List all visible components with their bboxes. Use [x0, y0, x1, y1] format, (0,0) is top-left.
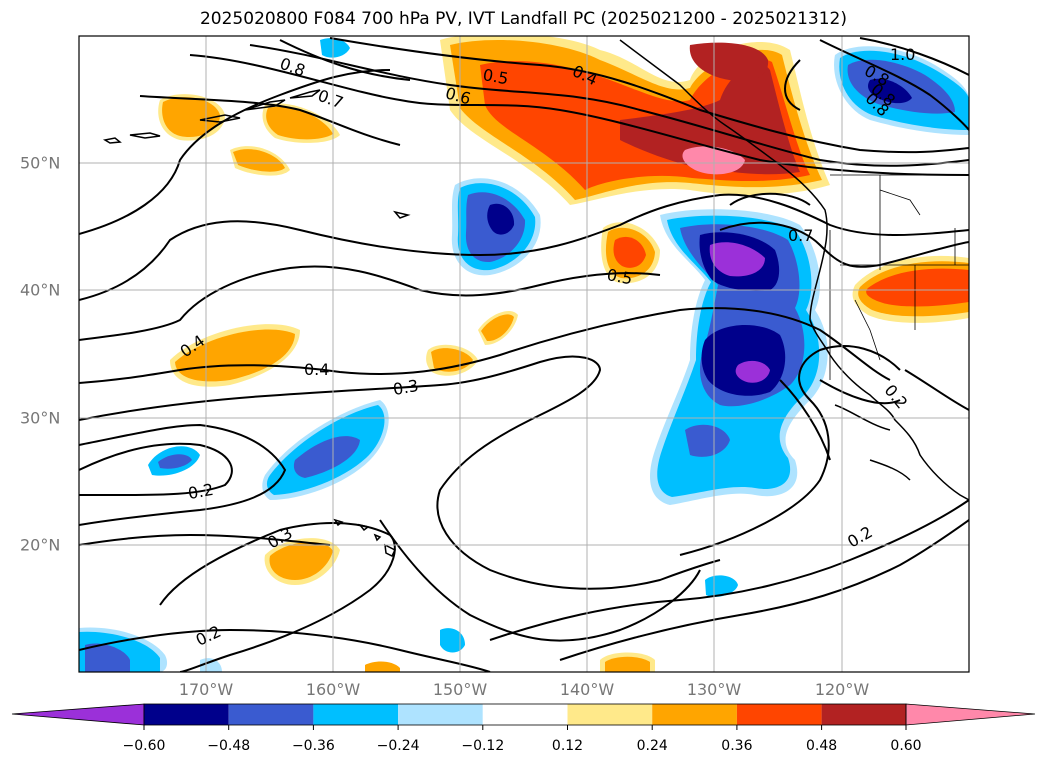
colorbar-segment	[313, 704, 399, 725]
coastlines	[102, 39, 969, 558]
colorbar-tick-label: 0.36	[721, 738, 753, 754]
contour-label: 0.5	[481, 65, 509, 88]
colorbar-segment	[482, 704, 568, 725]
colorbar-tick-label: −0.24	[376, 738, 420, 754]
longitude-label: 140°W	[559, 680, 615, 699]
map-title: 2025020800 F084 700 hPa PV, IVT Landfall…	[199, 9, 847, 29]
contour-label: 0.4	[304, 360, 329, 379]
colorbar-tick-label: −0.60	[122, 738, 166, 754]
colorbar-segment	[144, 704, 229, 725]
colorbar-tick-label: 0.12	[551, 738, 584, 754]
colorbar-segment	[821, 704, 906, 725]
colorbar	[11, 703, 1036, 730]
colorbar-tick-label: 0.48	[806, 738, 838, 754]
colorbar-tick-label: −0.48	[207, 738, 251, 754]
latitude-label: 30°N	[20, 408, 61, 428]
longitude-label: 120°W	[814, 680, 870, 699]
graticule	[79, 36, 969, 672]
latitude-label: 50°N	[20, 153, 61, 173]
negative-anomaly-shading	[79, 38, 969, 672]
contour-label: 0.5	[605, 265, 633, 288]
colorbar-segment	[228, 704, 314, 725]
colorbar-tick-label: 0.60	[890, 738, 922, 754]
colorbar-min-extend	[11, 703, 145, 726]
map-frame	[78, 35, 970, 673]
map-panel: 1.0 0.8 0.8 0.8 0.7 0.8 0.6 0.5 0.4 0.7 …	[79, 36, 969, 672]
longitude-label: 160°W	[305, 680, 361, 699]
colorbar-segment	[652, 704, 737, 725]
colorbar-max-extend	[905, 703, 1036, 726]
latitude-label: 40°N	[20, 280, 61, 300]
contour-label: 1.0	[890, 45, 915, 64]
longitude-label: 150°W	[432, 680, 488, 699]
colorbar-tick-label: −0.12	[461, 738, 505, 754]
contour-label: 0.2	[187, 480, 215, 503]
colorbar-tick-label: −0.36	[291, 738, 335, 754]
colorbar-segment	[398, 704, 483, 725]
colorbar-segment	[736, 704, 822, 725]
longitude-label: 130°W	[686, 680, 742, 699]
pv-contours	[79, 37, 969, 672]
colorbar-segment	[567, 704, 653, 725]
longitude-label: 170°W	[178, 680, 234, 699]
contour-label: 0.7	[788, 226, 813, 245]
contour-label: 0.3	[392, 376, 420, 399]
colorbar-tick-label: 0.24	[636, 738, 668, 754]
latitude-label: 20°N	[20, 535, 61, 555]
political-boundaries	[829, 174, 969, 380]
